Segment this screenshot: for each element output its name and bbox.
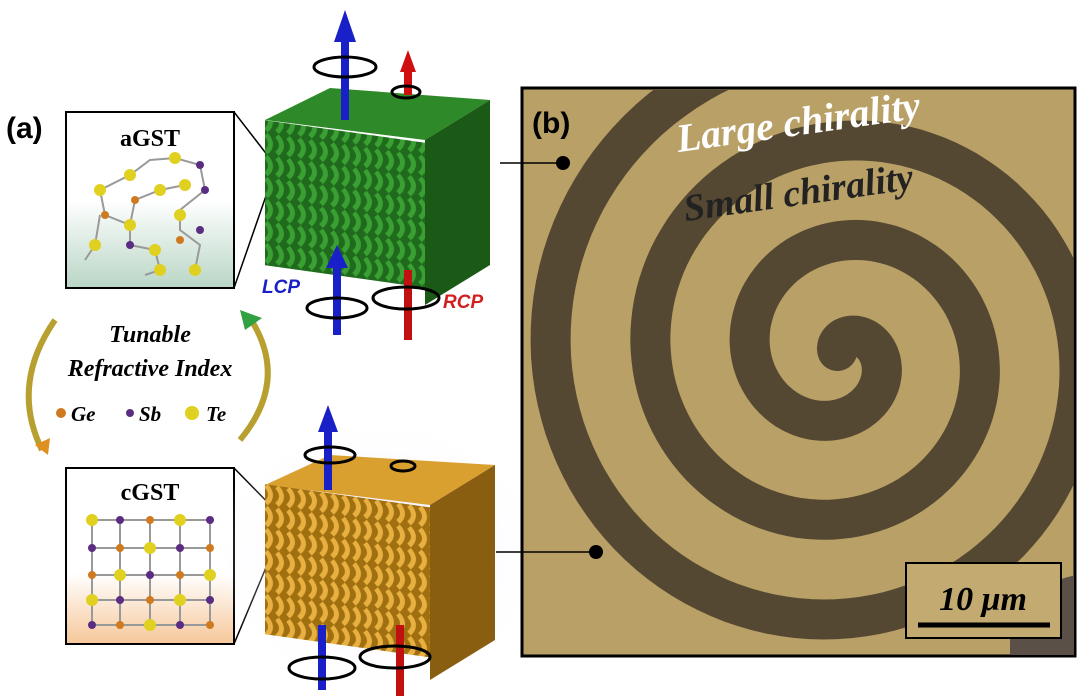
caption: Refractive Index	[67, 356, 233, 382]
box-label: cGST	[121, 480, 180, 506]
atom	[88, 571, 96, 579]
atom	[86, 514, 98, 526]
atom	[176, 571, 184, 579]
atom	[174, 514, 186, 526]
atom	[144, 619, 156, 631]
atom	[206, 596, 214, 604]
atom	[88, 544, 96, 552]
arrow	[240, 318, 268, 440]
atom	[146, 596, 154, 604]
atom	[146, 516, 154, 524]
atom	[206, 621, 214, 629]
arrow	[29, 320, 55, 450]
atom	[146, 571, 154, 579]
atom	[88, 621, 96, 629]
atom	[176, 544, 184, 552]
panel-label: (a)	[6, 112, 43, 145]
atom	[176, 621, 184, 629]
box-label: aGST	[120, 126, 180, 152]
beam-label: RCP	[443, 292, 483, 313]
panel-label: (b)	[532, 107, 570, 140]
legend-item: Sb	[139, 402, 161, 426]
beam-label: LCP	[262, 277, 300, 298]
atom	[114, 569, 126, 581]
scale-label: 10 μm	[939, 581, 1027, 618]
atom	[116, 544, 124, 552]
legend-item: Ge	[71, 402, 96, 426]
atom	[206, 516, 214, 524]
legend-item: Te	[206, 402, 226, 426]
figure: (a) aGST cGST Tunable Refractive Index G…	[0, 0, 1078, 696]
metamaterial-cube	[265, 88, 490, 305]
atom	[116, 516, 124, 524]
atom	[86, 594, 98, 606]
atom	[174, 594, 186, 606]
caption: Tunable	[109, 322, 191, 348]
atom	[116, 596, 124, 604]
atom	[144, 542, 156, 554]
atom	[116, 621, 124, 629]
